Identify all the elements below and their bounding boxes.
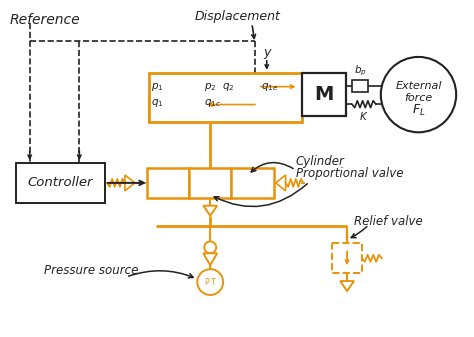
Text: Cylinder: Cylinder — [295, 155, 345, 168]
Text: Relief valve: Relief valve — [354, 215, 423, 227]
Text: T: T — [211, 278, 216, 286]
Text: $q_1$: $q_1$ — [151, 97, 163, 109]
Bar — [149, 73, 302, 122]
Text: $p_1$: $p_1$ — [151, 81, 164, 93]
Circle shape — [204, 241, 216, 253]
Text: $q_{1c}$: $q_{1c}$ — [204, 97, 221, 109]
Circle shape — [197, 269, 223, 295]
Bar — [302, 73, 346, 116]
Bar — [231, 168, 273, 198]
Polygon shape — [203, 253, 217, 265]
Text: Controller: Controller — [27, 176, 93, 189]
Text: $y$: $y$ — [263, 47, 273, 61]
Text: Pressure source: Pressure source — [44, 264, 138, 277]
Text: $p_2$  $q_2$: $p_2$ $q_2$ — [204, 81, 235, 93]
Polygon shape — [125, 175, 135, 191]
Text: Proportional valve: Proportional valve — [295, 167, 403, 180]
Text: $b_p$: $b_p$ — [354, 64, 366, 78]
Text: External: External — [395, 81, 442, 91]
Text: force: force — [404, 93, 433, 102]
Polygon shape — [276, 175, 286, 191]
Text: Reference: Reference — [10, 13, 81, 27]
Text: $F_L$: $F_L$ — [412, 103, 425, 118]
Bar — [189, 168, 231, 198]
Polygon shape — [203, 206, 217, 216]
Bar — [332, 243, 362, 273]
Bar — [16, 163, 105, 203]
Bar — [147, 168, 189, 198]
Text: $K$: $K$ — [359, 110, 369, 122]
Polygon shape — [340, 281, 354, 291]
Circle shape — [381, 57, 456, 132]
Text: P: P — [205, 278, 209, 286]
Text: $q_{1e}$: $q_{1e}$ — [261, 81, 278, 93]
Bar — [352, 80, 368, 92]
Text: Displacement: Displacement — [195, 10, 281, 23]
Text: $\mathbf{M}$: $\mathbf{M}$ — [314, 85, 334, 104]
